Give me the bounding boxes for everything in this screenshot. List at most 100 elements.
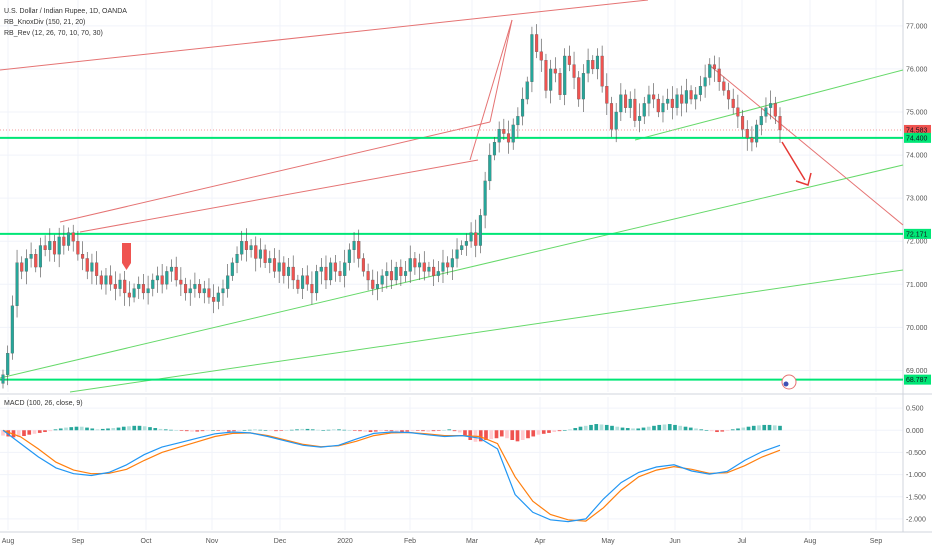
candle-body [48, 241, 52, 250]
candle-body [76, 241, 80, 255]
candle-body [268, 258, 272, 263]
candle [717, 57, 721, 91]
macd-signal-line [2, 429, 781, 522]
macd-histogram-bar [541, 430, 546, 434]
candle [38, 237, 42, 278]
candle [394, 261, 398, 286]
candle-body [675, 94, 679, 108]
candle [146, 275, 150, 305]
candle-body [347, 249, 351, 263]
macd-histogram-bar [589, 424, 593, 431]
candle-body [366, 271, 370, 281]
macd-histogram-bar [652, 425, 656, 431]
candle [66, 227, 71, 251]
candle-body [708, 64, 712, 78]
candle-body [15, 262, 19, 306]
macd-axis-label: -2.000 [906, 516, 926, 523]
price-tag: 74.583 [904, 124, 931, 135]
macd-histogram-bar [174, 430, 179, 431]
candle-body [535, 34, 539, 52]
indicator-legend-rev: RB_Rev (12, 26, 70, 10, 70, 30) [4, 30, 103, 37]
macd-histogram-bar [74, 426, 79, 431]
candle [137, 276, 141, 299]
candle [432, 259, 436, 287]
candle-body [422, 262, 426, 272]
candle [286, 258, 291, 289]
candle-body [506, 133, 511, 143]
candle [418, 253, 422, 280]
candle-body [389, 271, 394, 281]
candle-body [174, 266, 178, 281]
candle [436, 261, 440, 283]
candle [441, 249, 445, 284]
macd-histogram-bar [6, 430, 11, 437]
candle [95, 251, 99, 285]
candle [535, 24, 539, 59]
time-axis-label: Apr [535, 538, 547, 545]
macd-histogram-bar [389, 430, 394, 432]
candle-body [521, 98, 525, 117]
macd-histogram-bar [405, 430, 410, 432]
macd-histogram-bar [720, 430, 725, 432]
candle-body [394, 266, 398, 281]
macd-histogram-bar [457, 430, 462, 433]
candle [553, 57, 557, 83]
macd-histogram-bar [352, 430, 357, 431]
time-axis-label: Sep [72, 538, 85, 545]
candle-body [301, 275, 305, 289]
candle [773, 96, 777, 125]
candle-body [277, 262, 281, 272]
macd-histogram-bar [568, 429, 572, 431]
macd-histogram-bar [79, 426, 84, 431]
price-tag: 68.787 [904, 374, 931, 385]
macd-histogram-bar [436, 430, 441, 431]
candle-body [286, 266, 291, 276]
price-axis[interactable]: 77.000 76.000 75.000 74.000 73.000 72.000 71.0… [904, 23, 931, 523]
candle [492, 136, 497, 161]
candle-body [441, 262, 445, 272]
price-axis-label: 72.000 [906, 239, 928, 246]
candle [502, 118, 506, 140]
candle [324, 255, 328, 290]
candle [558, 68, 562, 100]
price-tag-label: 68.787 [906, 377, 928, 384]
price-axis-label: 77.000 [906, 23, 928, 30]
candle [483, 171, 487, 229]
candle-body [329, 262, 333, 281]
macd-histogram-bar [358, 430, 362, 432]
macd-histogram-bar [268, 430, 273, 431]
macd-histogram-bar [22, 430, 26, 437]
macd-histogram-bar [694, 428, 698, 431]
macd-axis-label: -1.000 [906, 472, 926, 479]
macd-histogram-bar [447, 429, 452, 431]
candle [347, 243, 351, 271]
candle-body [137, 284, 141, 289]
candle-body [282, 262, 286, 276]
candle [619, 83, 623, 122]
candle [755, 119, 759, 148]
candle-body [141, 284, 145, 294]
candle-body [581, 73, 585, 100]
time-axis-label: Feb [404, 538, 416, 545]
macd-histogram-bar [394, 430, 399, 432]
candle-body [71, 232, 75, 242]
candle-body [652, 94, 656, 100]
time-axis[interactable]: Aug Sep Oct Nov Dec 2020 Feb Mar Apr May Jun Jul Aug… [2, 538, 883, 545]
candle-body [319, 266, 323, 272]
macd-histogram-bar [184, 430, 189, 432]
candle-body [464, 241, 468, 246]
macd-histogram-bar [384, 430, 389, 431]
candle [595, 48, 600, 80]
candle-body [446, 262, 450, 268]
candle-body [558, 73, 562, 95]
candle-body [427, 266, 431, 272]
candle [712, 55, 717, 82]
candle [71, 224, 75, 252]
macd-histogram-bar [211, 430, 215, 431]
macd-histogram-bar [253, 429, 257, 431]
macd-histogram-bar [410, 430, 415, 432]
candle-body [600, 55, 604, 87]
candle-body [638, 116, 642, 121]
candle-body [755, 124, 759, 143]
